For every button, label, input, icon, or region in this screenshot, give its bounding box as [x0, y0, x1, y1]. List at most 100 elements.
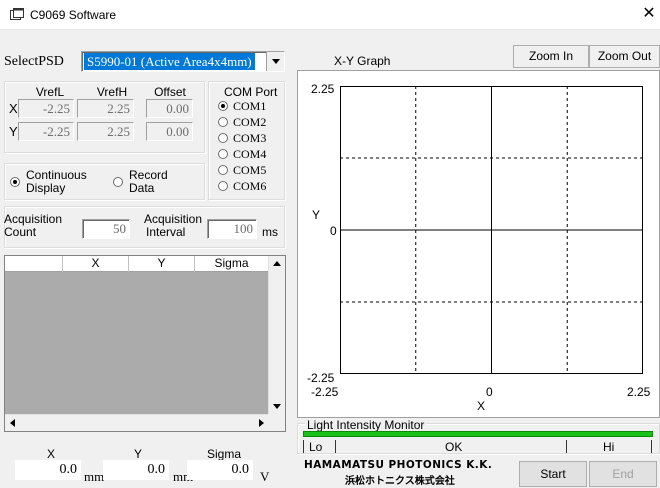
- y-tick-mid: 0: [330, 224, 337, 238]
- display-mode-group: [4, 163, 205, 200]
- com-option-label: COM3: [233, 131, 267, 145]
- vertical-scrollbar[interactable]: [268, 256, 285, 414]
- column-header-y[interactable]: Y: [129, 256, 195, 272]
- com-option-4[interactable]: COM4: [218, 148, 278, 161]
- readout-sigma-label: Sigma: [207, 447, 242, 461]
- light-intensity-bar: [303, 431, 653, 437]
- scale-hi-label: Hi: [603, 440, 615, 454]
- y-offset-field[interactable]: 0.00: [146, 122, 193, 141]
- com-option-3[interactable]: COM3: [218, 132, 278, 145]
- acq-interval-input[interactable]: 100: [207, 219, 257, 239]
- light-monitor-title: Light Intensity Monitor: [305, 418, 427, 432]
- com-option-label: COM4: [233, 147, 267, 161]
- com-option-label: COM1: [233, 99, 267, 113]
- com-option-2[interactable]: COM2: [218, 116, 278, 129]
- radio-icon[interactable]: [113, 177, 123, 187]
- x-vrefl-field[interactable]: -2.25: [18, 99, 74, 118]
- window-title: C9069 Software: [30, 8, 117, 22]
- app-icon: [10, 8, 24, 21]
- horizontal-scrollbar[interactable]: [5, 414, 269, 431]
- scroll-corner: [268, 414, 285, 431]
- x-tick-mid: 0: [486, 385, 493, 399]
- record-label-1: Record: [129, 168, 168, 182]
- x-tick-min: -2.25: [311, 385, 339, 399]
- brand-logo-jp: 浜松ホトニクス株式会社: [345, 476, 455, 487]
- start-button[interactable]: Start: [519, 461, 587, 487]
- scale-lo-label: Lo: [309, 440, 323, 454]
- radio-icon[interactable]: [218, 181, 228, 191]
- scroll-right-icon[interactable]: [259, 419, 264, 427]
- continuous-display-radio[interactable]: Continuous Display: [10, 168, 110, 196]
- radio-icon[interactable]: [218, 165, 228, 175]
- x-axis-label: X: [477, 399, 486, 413]
- record-label-2: Data: [129, 181, 155, 195]
- scroll-down-icon[interactable]: [273, 404, 281, 409]
- radio-icon[interactable]: [10, 177, 20, 187]
- acq-count-label-1: Acquisition: [4, 212, 63, 226]
- readout-y-value: 0.0: [103, 460, 169, 480]
- column-header-x[interactable]: X: [63, 256, 129, 272]
- y-row-label: Y: [9, 124, 18, 139]
- psd-select[interactable]: S5990-01 (Active Area4x4mm): [81, 51, 285, 72]
- readout-x-unit: mm: [84, 469, 105, 484]
- com-option-6[interactable]: COM6: [218, 180, 278, 193]
- acq-interval-unit: ms: [262, 225, 278, 239]
- radio-icon[interactable]: [218, 101, 228, 111]
- y-tick-min: -2.25: [307, 371, 335, 385]
- select-psd-label: SelectPSD: [4, 54, 64, 69]
- acquisition-group: [4, 206, 285, 248]
- com-option-5[interactable]: COM5: [218, 164, 278, 177]
- column-header-index[interactable]: [5, 256, 63, 272]
- psd-selected-value: S5990-01 (Active Area4x4mm): [84, 53, 255, 70]
- readout-sigma-unit: V: [260, 469, 270, 484]
- scroll-up-icon[interactable]: [273, 261, 281, 266]
- com-port-group: [208, 81, 285, 200]
- com-port-title: COM Port: [224, 85, 278, 99]
- x-offset-field[interactable]: 0.00: [146, 99, 193, 118]
- y-vrefh-field[interactable]: 2.25: [77, 122, 134, 141]
- light-scale: Lo OK Hi: [303, 439, 653, 454]
- scale-tick: [651, 440, 652, 453]
- data-table[interactable]: X Y Sigma: [4, 255, 286, 432]
- com-option-label: COM6: [233, 179, 267, 193]
- radio-icon[interactable]: [218, 117, 228, 127]
- continuous-label-2: Display: [26, 181, 66, 195]
- close-button[interactable]: ✕: [642, 5, 656, 22]
- acq-interval-label-1: Acquisition: [144, 212, 203, 226]
- y-axis-label: Y: [312, 208, 321, 222]
- acq-count-label-2: Count: [4, 225, 37, 239]
- xy-plot: [340, 86, 643, 374]
- x-row-label: X: [9, 101, 18, 116]
- readout-x-value: 0.0: [15, 460, 81, 480]
- y-tick-max: 2.25: [311, 82, 335, 96]
- chevron-down-icon[interactable]: [266, 52, 284, 71]
- acq-count-input[interactable]: 50: [82, 219, 130, 239]
- radio-icon[interactable]: [218, 149, 228, 159]
- record-data-radio[interactable]: Record Data: [113, 168, 193, 196]
- acq-interval-label-2: Interval: [146, 225, 186, 239]
- scale-tick: [335, 440, 336, 453]
- title-bar: C9069 Software ✕: [0, 0, 660, 30]
- com-option-label: COM5: [233, 163, 267, 177]
- readout-sigma-value: 0.0: [187, 460, 253, 480]
- x-vrefh-field[interactable]: 2.25: [77, 99, 134, 118]
- vrefh-header: VrefH: [96, 85, 128, 99]
- graph-title: X-Y Graph: [334, 54, 391, 68]
- radio-icon[interactable]: [218, 133, 228, 143]
- vref-group: [4, 81, 205, 153]
- y-vrefl-field[interactable]: -2.25: [18, 122, 74, 141]
- com-option-label: COM2: [233, 115, 267, 129]
- scroll-left-icon[interactable]: [10, 419, 15, 427]
- vrefl-header: VrefL: [35, 85, 65, 99]
- scale-tick: [566, 440, 567, 453]
- zoom-in-button[interactable]: Zoom In: [513, 45, 589, 68]
- com-option-1[interactable]: COM1: [218, 100, 278, 113]
- offset-header: Offset: [154, 85, 186, 99]
- xy-graph-panel[interactable]: [297, 70, 660, 418]
- table-header: X Y Sigma: [5, 256, 269, 272]
- continuous-label-1: Continuous: [26, 168, 87, 182]
- zoom-out-button[interactable]: Zoom Out: [589, 45, 660, 68]
- readout-x-label: X: [47, 447, 56, 461]
- end-button[interactable]: End: [589, 461, 657, 487]
- column-header-sigma[interactable]: Sigma: [195, 256, 269, 272]
